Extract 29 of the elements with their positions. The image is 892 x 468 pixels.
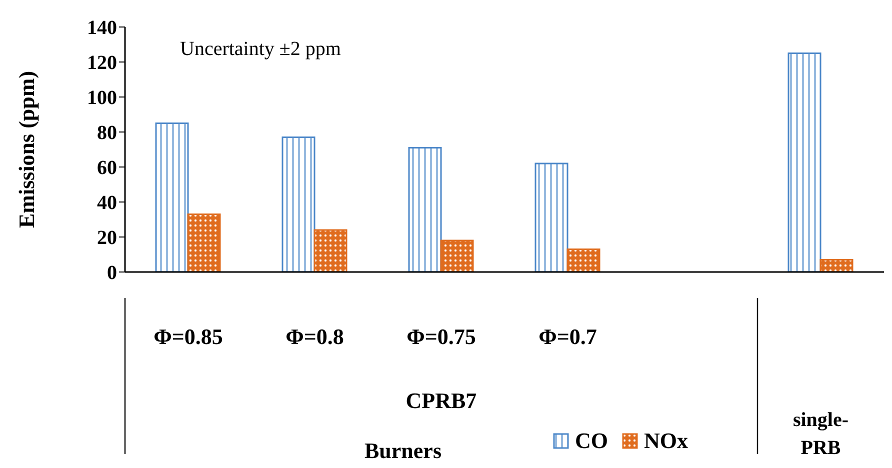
y-tick-label: 80 — [97, 122, 117, 144]
bar — [534, 162, 568, 272]
x-tick-label: Φ=0.8 — [286, 324, 344, 349]
legend-label: CO — [574, 428, 608, 454]
y-tick-label: 20 — [97, 227, 117, 250]
text: single-PRB — [792, 409, 849, 459]
text: CPRB7 — [406, 388, 477, 413]
bar — [820, 259, 854, 272]
x-tick-label: Φ=0.7 — [538, 324, 597, 349]
y-tick-label: 0 — [107, 262, 117, 284]
bar — [155, 122, 189, 272]
bar — [314, 229, 348, 272]
y-tick-label: 140 — [87, 17, 117, 40]
y-tick-label: 100 — [87, 87, 117, 110]
y-tick-label: 60 — [97, 157, 117, 180]
bar — [187, 214, 221, 272]
bar — [788, 52, 822, 272]
annotation: Uncertainty ±2 ppm — [180, 38, 342, 60]
bar — [566, 248, 600, 272]
legend-label: NOx — [643, 428, 688, 454]
x-axis-title: Burners — [364, 438, 442, 463]
y-tick-label: 40 — [97, 192, 117, 214]
bar — [440, 240, 474, 272]
bar — [408, 147, 442, 272]
x-tick-label: Φ=0.85 — [154, 324, 223, 349]
y-axis-title: Emissions (ppm) — [14, 70, 39, 228]
x-tick-label: Φ=0.75 — [406, 324, 476, 349]
y-tick-label: 120 — [87, 52, 117, 74]
bar — [282, 136, 316, 272]
